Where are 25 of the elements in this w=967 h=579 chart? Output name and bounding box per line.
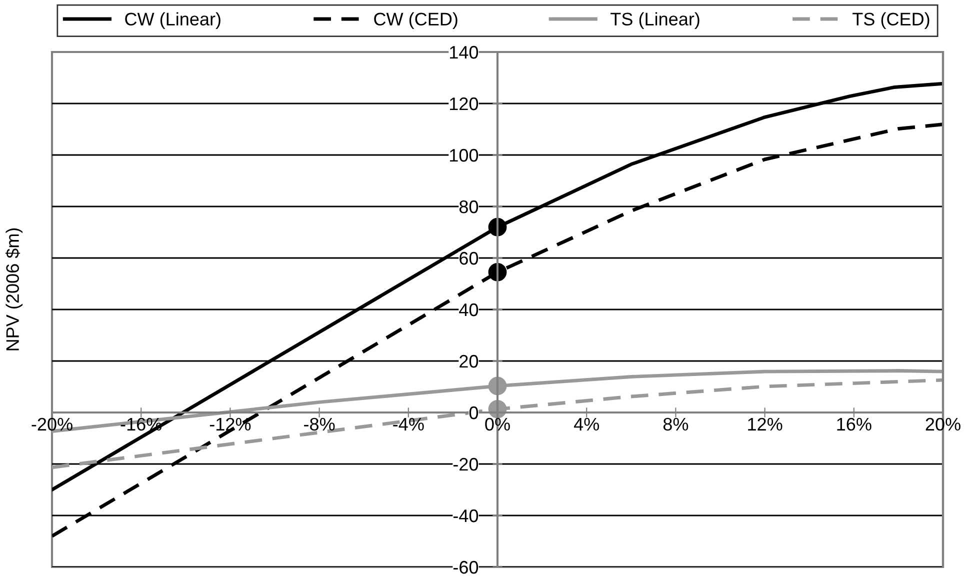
legend-label: TS (CED) bbox=[852, 12, 930, 30]
x-tick-label: 12% bbox=[748, 418, 782, 431]
x-tick-label: 0% bbox=[485, 418, 510, 431]
y-tick-label: 0 bbox=[469, 406, 478, 420]
y-tick-label: 140 bbox=[450, 46, 478, 59]
x-tick-label: 8% bbox=[663, 418, 688, 431]
x-tick-label: 20% bbox=[926, 418, 960, 431]
x-tick-label: -20% bbox=[32, 418, 72, 431]
legend-label: TS (Linear) bbox=[610, 12, 700, 30]
y-tick-label: -40 bbox=[453, 509, 478, 522]
y-tick-label: 40 bbox=[459, 303, 478, 316]
y-tick-label: 20 bbox=[460, 354, 478, 368]
x-tick-label: -4% bbox=[393, 418, 424, 431]
y-tick-label: -20 bbox=[453, 458, 478, 471]
x-tick-label: 4% bbox=[574, 418, 600, 431]
x-tick-label: -8% bbox=[304, 418, 335, 431]
y-tick-label: 60 bbox=[460, 252, 478, 265]
y-tick-label: 120 bbox=[450, 97, 478, 110]
y-tick-label: 80 bbox=[459, 200, 478, 214]
y-axis-title: NPV (2006 $m) bbox=[5, 228, 23, 350]
legend-label: CW (Linear) bbox=[125, 12, 220, 30]
legend-label: CW (CED) bbox=[374, 12, 458, 30]
y-tick-label: -60 bbox=[453, 560, 478, 574]
y-tick-label: 100 bbox=[450, 148, 478, 162]
x-tick-label: 16% bbox=[837, 418, 872, 431]
